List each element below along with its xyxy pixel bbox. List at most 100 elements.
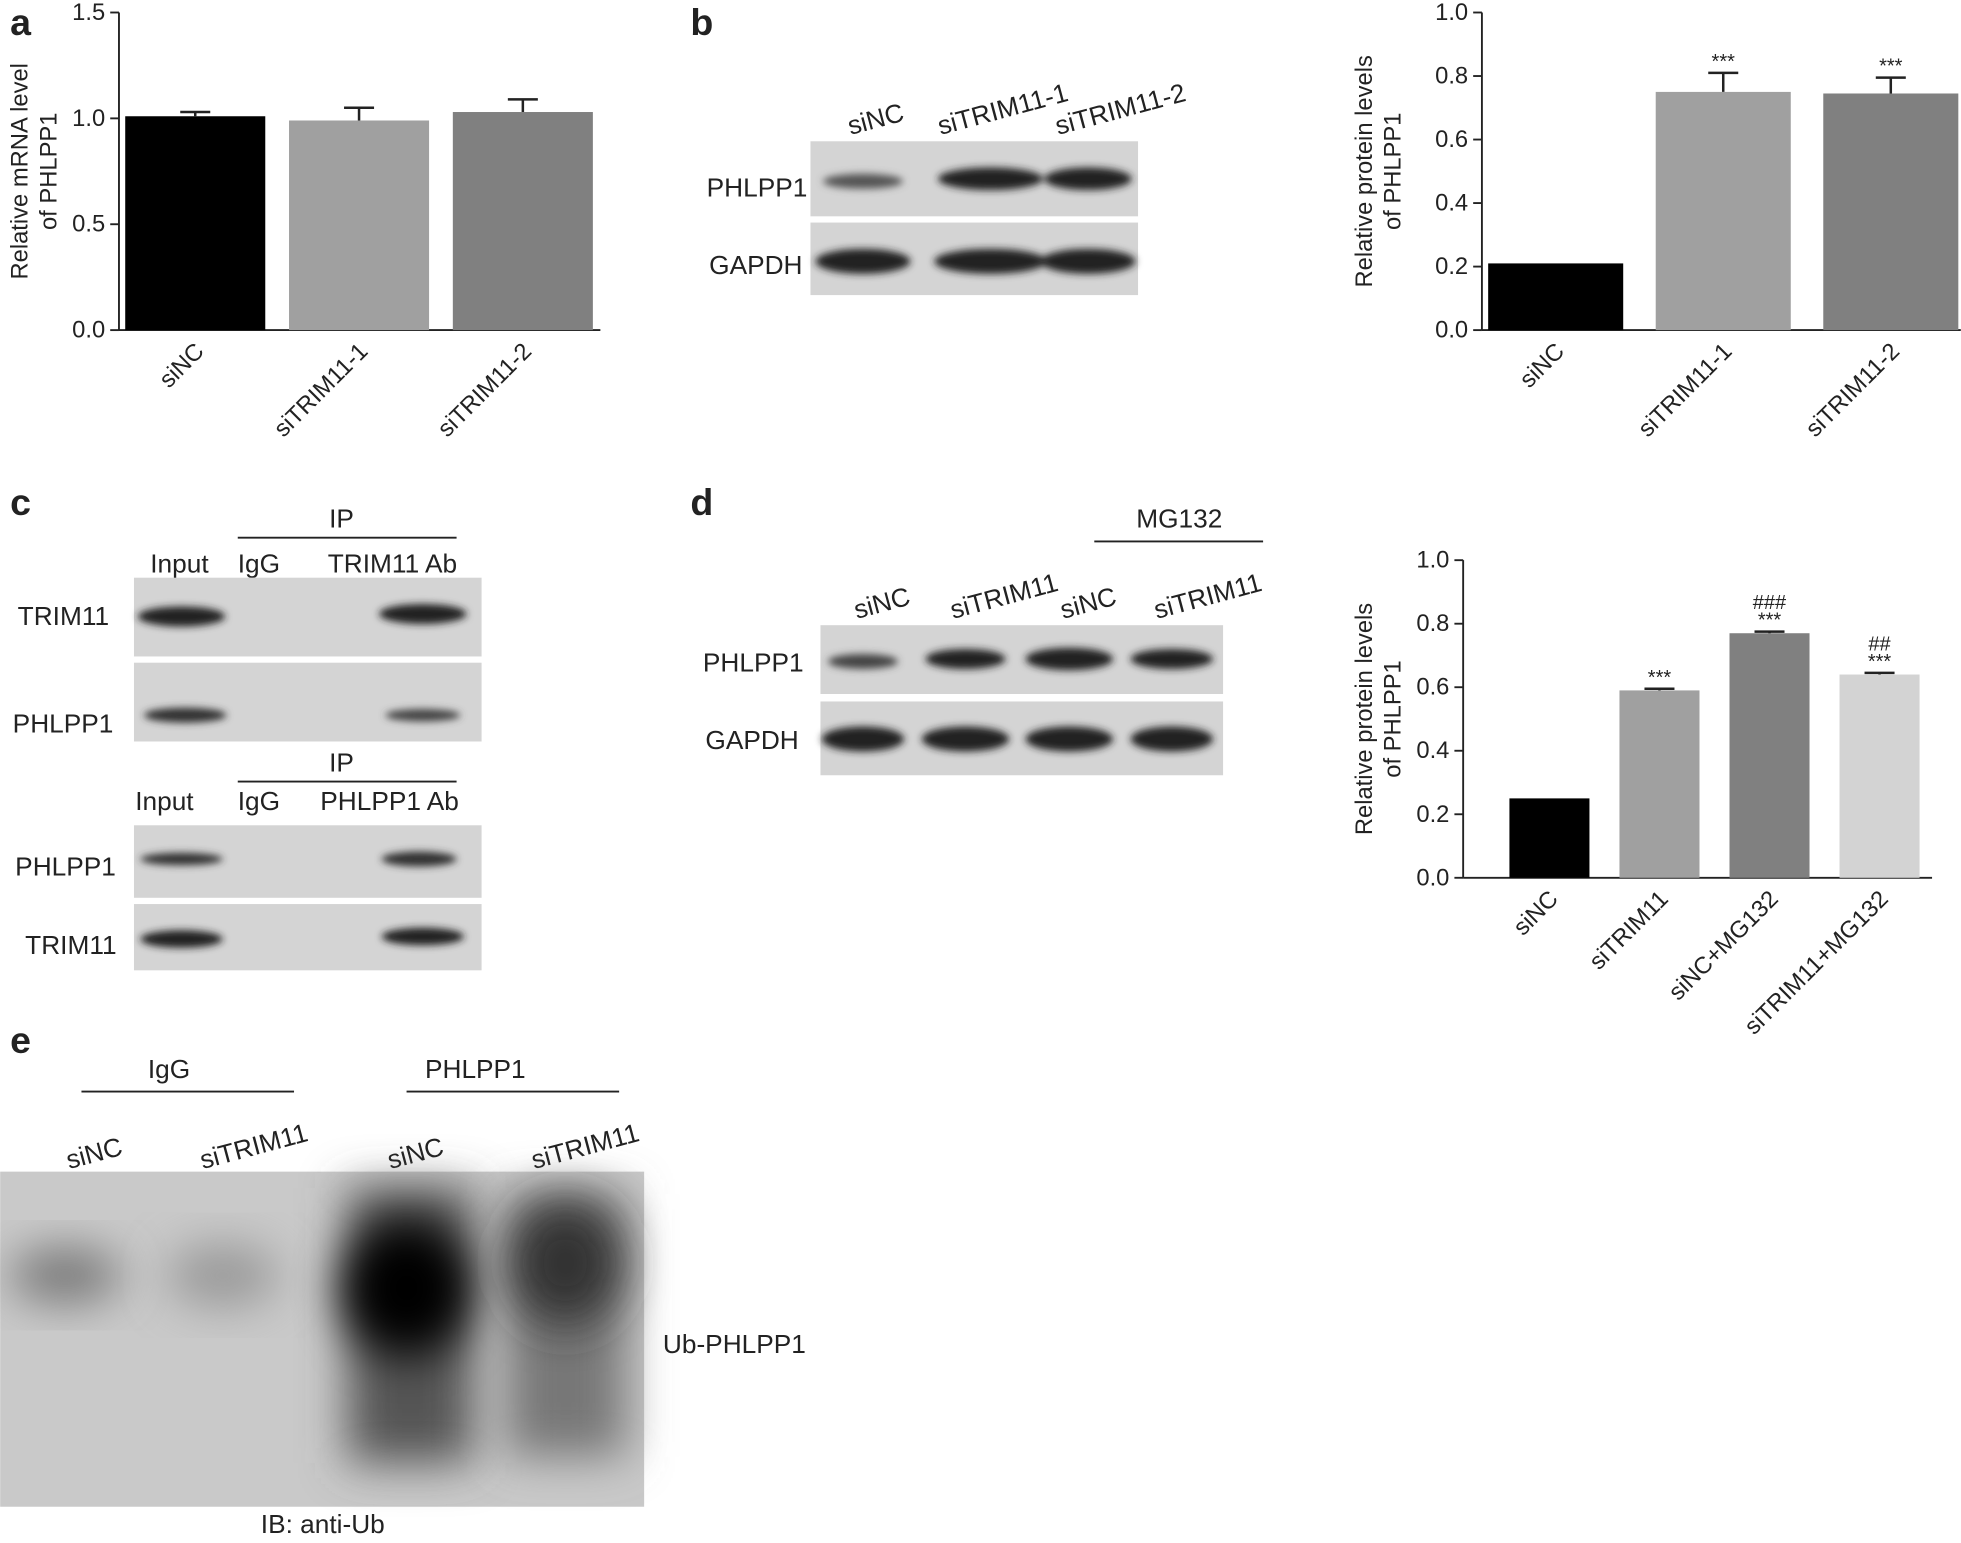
y-axis-label: Relative protein levels (1351, 55, 1378, 287)
bar (1619, 690, 1700, 878)
row-label: TRIM11 (25, 930, 116, 960)
error-bar (1708, 71, 1739, 92)
significance-label: *** (1879, 56, 1903, 78)
significance-label: *** (1712, 51, 1736, 73)
smears (8, 1187, 626, 1463)
error-bar (1644, 687, 1675, 691)
lane-label: siNC (844, 97, 907, 141)
y-tick-label: 0.5 (72, 211, 105, 238)
lane-label: siNC (63, 1131, 126, 1175)
lane-label: Input (150, 549, 209, 579)
error-bar (1864, 671, 1895, 675)
y-tick-label: 0.0 (1435, 317, 1468, 344)
lane-label: TRIM11 Ab (328, 549, 457, 579)
x-tick-label: siTRIM11-1 (1633, 338, 1738, 443)
row-label: PHLPP1 (703, 647, 804, 677)
significance-label: *** (1758, 610, 1782, 632)
y-axis-label: Relative mRNA level (7, 63, 34, 279)
group-label: PHLPP1 (425, 1054, 526, 1084)
lane-label: PHLPP1 Ab (320, 786, 459, 816)
blot-d: MG132 siNC siTRIM11 siNC siTRIM11 PHLPP1… (703, 504, 1265, 776)
x-tick-label: siNC+MG132 (1663, 885, 1783, 1005)
lane-label: siNC (850, 581, 913, 625)
bar (125, 116, 266, 331)
group-label: IgG (148, 1054, 190, 1084)
y-tick-label: 0.6 (1416, 674, 1449, 701)
x-tick-label: siTRIM11-1 (269, 338, 374, 443)
lane-label: siTRIM11 (197, 1117, 311, 1175)
y-tick-label: 0.4 (1416, 737, 1449, 764)
row-label: PHLPP1 (13, 709, 114, 739)
lane-label: siTRIM11 (947, 567, 1061, 625)
bar (1729, 633, 1810, 878)
x-tick-label: siNC (154, 338, 209, 393)
y-axis-label: of PHLPP1 (1380, 660, 1407, 778)
panel-label: b (690, 1, 713, 43)
panel-label: d (690, 481, 713, 523)
error-bar (1875, 76, 1906, 94)
row-label: PHLPP1 (15, 851, 116, 881)
treatment-label: MG132 (1136, 504, 1222, 534)
blot-c: IP Input IgG TRIM11 Ab TRIM11 PHLPP1 IP … (13, 504, 482, 971)
y-tick-label: 0.6 (1435, 126, 1468, 153)
y-tick-label: 0.2 (1416, 801, 1449, 828)
lane-label: siTRIM11 (1151, 567, 1265, 625)
bar (1655, 91, 1791, 331)
panel-label: e (10, 1019, 31, 1061)
lane-label: siNC (1057, 581, 1120, 625)
ip-label: IP (329, 748, 354, 778)
blot-e: IgG PHLPP1 siNC siTRIM11 siNC siTRIM11 U… (0, 1054, 806, 1539)
ib-label: IB: anti-Ub (261, 1509, 385, 1538)
significance-label: *** (1868, 651, 1892, 673)
x-tick-label: siNC (1514, 338, 1569, 393)
y-tick-label: 1.5 (72, 0, 105, 26)
lane-label: siNC (384, 1131, 447, 1175)
bar (1488, 263, 1624, 331)
blot-b: siNC siTRIM11-1 siTRIM11-2 PHLPP1 GAPDH (707, 77, 1189, 296)
y-axis-label: of PHLPP1 (35, 113, 62, 230)
y-tick-label: 0.0 (1416, 864, 1449, 891)
panel-labels: a b c d e (10, 1, 713, 1061)
row-label: TRIM11 (18, 601, 109, 631)
significance-label: ## (1868, 633, 1891, 655)
lane-label: IgG (238, 786, 280, 816)
row-label: GAPDH (705, 725, 798, 755)
panel-label: c (10, 481, 31, 523)
x-tick-label: siNC (1508, 885, 1563, 940)
x-tick-label: siTRIM11-2 (1800, 338, 1905, 443)
bar (452, 112, 593, 331)
y-tick-label: 0.2 (1435, 253, 1468, 280)
bands (137, 603, 467, 948)
x-tick-label: siTRIM11-2 (432, 338, 537, 443)
bands (815, 167, 1136, 274)
error-bar (507, 98, 538, 113)
y-tick-label: 0.0 (72, 317, 105, 344)
lane-label: siTRIM11-1 (934, 77, 1071, 141)
lane-label: IgG (238, 549, 280, 579)
bands (821, 647, 1214, 752)
y-tick-label: 0.4 (1435, 190, 1468, 217)
error-bar (1754, 630, 1785, 634)
lane-label: siTRIM11 (528, 1117, 642, 1175)
y-tick-label: 1.0 (1435, 0, 1468, 26)
lane-label: Input (135, 786, 194, 816)
lane-label: siTRIM11-2 (1052, 77, 1189, 141)
y-tick-label: 1.0 (1416, 547, 1449, 574)
y-tick-label: 1.0 (72, 105, 105, 132)
row-label: GAPDH (709, 250, 802, 280)
bar (1509, 798, 1590, 878)
bar (1823, 93, 1959, 331)
panel-label: a (10, 1, 32, 43)
error-bar (344, 106, 375, 121)
blot-strip (133, 662, 482, 742)
y-axis-label: of PHLPP1 (1380, 113, 1407, 231)
bar (1839, 674, 1920, 878)
error-bar (180, 110, 211, 117)
x-tick-label: siTRIM11 (1584, 885, 1674, 975)
significance-label: *** (1648, 667, 1672, 689)
ip-label: IP (329, 504, 354, 534)
row-label: PHLPP1 (707, 172, 808, 202)
y-axis-label: Relative protein levels (1351, 603, 1378, 835)
band-label: Ub-PHLPP1 (663, 1329, 806, 1359)
